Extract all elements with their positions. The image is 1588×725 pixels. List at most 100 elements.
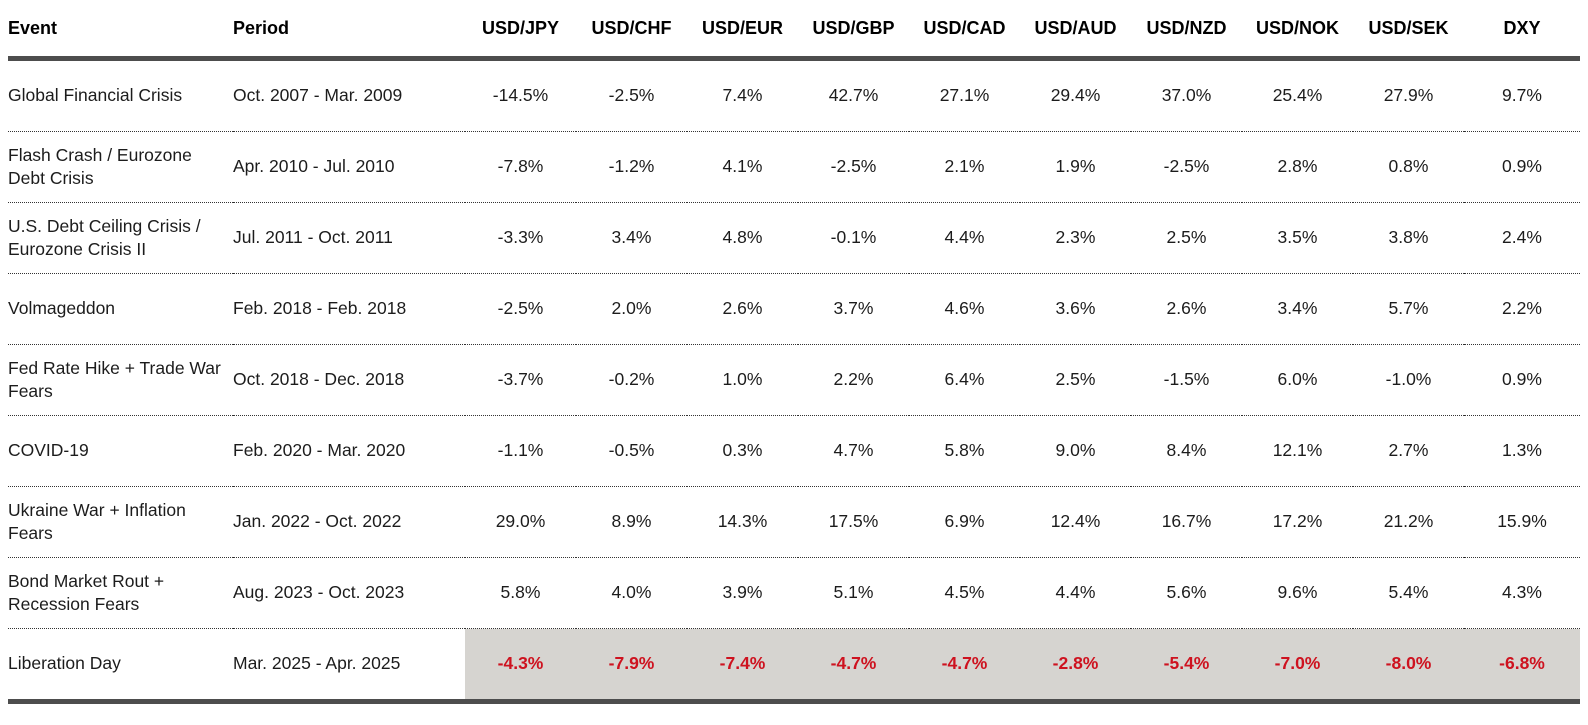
value-cell-usd-gbp: -0.1% [798, 202, 909, 274]
value-cell-usd-cad: 6.9% [909, 486, 1020, 558]
value-cell-usd-cad: 4.4% [909, 202, 1020, 274]
column-header-period: Period [233, 0, 465, 61]
value-cell-usd-nok: 17.2% [1242, 486, 1353, 558]
value-cell-usd-sek: 27.9% [1353, 58, 1464, 132]
event-cell: U.S. Debt Ceiling Crisis / Eurozone Cris… [8, 202, 233, 274]
value-cell-usd-sek: -1.0% [1353, 344, 1464, 416]
value-cell-usd-eur: 3.9% [687, 557, 798, 629]
value-cell-usd-nok: 25.4% [1242, 58, 1353, 132]
fx-crisis-table-container: Event Period USD/JPY USD/CHF USD/EUR USD/GBP U… [8, 0, 1580, 704]
value-cell-usd-nzd: -2.5% [1131, 131, 1242, 203]
value-cell-usd-nzd: 5.6% [1131, 557, 1242, 629]
value-cell-dxy: -6.8% [1464, 628, 1580, 704]
value-cell-dxy: 1.3% [1464, 415, 1580, 487]
value-cell-usd-jpy: -4.3% [465, 628, 576, 704]
value-cell-dxy: 0.9% [1464, 344, 1580, 416]
value-cell-usd-aud: 9.0% [1020, 415, 1131, 487]
value-cell-usd-sek: 5.4% [1353, 557, 1464, 629]
table-row-liberation-day: Liberation Day Mar. 2025 - Apr. 2025 -4.3%… [8, 628, 1580, 704]
value-cell-usd-sek: 21.2% [1353, 486, 1464, 558]
period-cell: Oct. 2007 - Mar. 2009 [233, 58, 465, 132]
value-cell-usd-jpy: 29.0% [465, 486, 576, 558]
value-cell-usd-nzd: 2.6% [1131, 273, 1242, 345]
column-header-usd-nok: USD/NOK [1242, 0, 1353, 61]
event-cell: Global Financial Crisis [8, 58, 233, 132]
value-cell-usd-nok: 6.0% [1242, 344, 1353, 416]
table-row-covid-19: COVID-19 Feb. 2020 - Mar. 2020 -1.1% -0.5% 0… [8, 415, 1580, 487]
value-cell-usd-cad: -4.7% [909, 628, 1020, 704]
table-row-fed-rate-hike-trade-war-fears: Fed Rate Hike + Trade War Fears Oct. 2018… [8, 344, 1580, 416]
value-cell-usd-chf: -7.9% [576, 628, 687, 704]
value-cell-usd-eur: 4.1% [687, 131, 798, 203]
period-cell: Feb. 2020 - Mar. 2020 [233, 415, 465, 487]
table-header-row: Event Period USD/JPY USD/CHF USD/EUR USD/GBP U… [8, 0, 1580, 61]
event-cell: COVID-19 [8, 415, 233, 487]
column-header-usd-cad: USD/CAD [909, 0, 1020, 61]
value-cell-usd-aud: -2.8% [1020, 628, 1131, 704]
value-cell-usd-cad: 6.4% [909, 344, 1020, 416]
column-header-event: Event [8, 0, 233, 61]
value-cell-usd-eur: 2.6% [687, 273, 798, 345]
value-cell-dxy: 4.3% [1464, 557, 1580, 629]
value-cell-usd-aud: 4.4% [1020, 557, 1131, 629]
table-row-bond-market-rout-recession-fears: Bond Market Rout + Recession Fears Aug. 2… [8, 557, 1580, 629]
value-cell-usd-cad: 4.5% [909, 557, 1020, 629]
value-cell-dxy: 9.7% [1464, 58, 1580, 132]
value-cell-usd-aud: 12.4% [1020, 486, 1131, 558]
value-cell-usd-aud: 29.4% [1020, 58, 1131, 132]
value-cell-usd-cad: 2.1% [909, 131, 1020, 203]
value-cell-usd-sek: 3.8% [1353, 202, 1464, 274]
value-cell-usd-gbp: 2.2% [798, 344, 909, 416]
value-cell-usd-chf: 8.9% [576, 486, 687, 558]
event-cell: Liberation Day [8, 628, 233, 704]
column-header-dxy: DXY [1464, 0, 1580, 61]
value-cell-usd-chf: -0.5% [576, 415, 687, 487]
value-cell-usd-aud: 2.3% [1020, 202, 1131, 274]
value-cell-usd-nok: -7.0% [1242, 628, 1353, 704]
period-cell: Feb. 2018 - Feb. 2018 [233, 273, 465, 345]
value-cell-usd-chf: 2.0% [576, 273, 687, 345]
event-cell: Volmageddon [8, 273, 233, 345]
value-cell-usd-sek: 5.7% [1353, 273, 1464, 345]
column-header-usd-sek: USD/SEK [1353, 0, 1464, 61]
column-header-usd-aud: USD/AUD [1020, 0, 1131, 61]
table-row-volmageddon: Volmageddon Feb. 2018 - Feb. 2018 -2.5% 2.0… [8, 273, 1580, 345]
value-cell-usd-gbp: -2.5% [798, 131, 909, 203]
column-header-usd-chf: USD/CHF [576, 0, 687, 61]
period-cell: Mar. 2025 - Apr. 2025 [233, 628, 465, 704]
value-cell-usd-sek: -8.0% [1353, 628, 1464, 704]
value-cell-usd-sek: 2.7% [1353, 415, 1464, 487]
value-cell-usd-gbp: 42.7% [798, 58, 909, 132]
event-cell: Fed Rate Hike + Trade War Fears [8, 344, 233, 416]
value-cell-usd-eur: 4.8% [687, 202, 798, 274]
value-cell-usd-nok: 3.4% [1242, 273, 1353, 345]
value-cell-usd-chf: -0.2% [576, 344, 687, 416]
value-cell-usd-eur: 7.4% [687, 58, 798, 132]
value-cell-usd-jpy: -2.5% [465, 273, 576, 345]
value-cell-usd-cad: 27.1% [909, 58, 1020, 132]
table-row-global-financial-crisis: Global Financial Crisis Oct. 2007 - Mar. … [8, 58, 1580, 132]
value-cell-usd-jpy: 5.8% [465, 557, 576, 629]
period-cell: Jul. 2011 - Oct. 2011 [233, 202, 465, 274]
value-cell-usd-jpy: -3.7% [465, 344, 576, 416]
column-header-usd-jpy: USD/JPY [465, 0, 576, 61]
value-cell-usd-sek: 0.8% [1353, 131, 1464, 203]
value-cell-usd-eur: 14.3% [687, 486, 798, 558]
event-cell: Bond Market Rout + Recession Fears [8, 557, 233, 629]
value-cell-usd-cad: 5.8% [909, 415, 1020, 487]
value-cell-usd-gbp: 5.1% [798, 557, 909, 629]
period-cell: Apr. 2010 - Jul. 2010 [233, 131, 465, 203]
event-cell: Ukraine War + Inflation Fears [8, 486, 233, 558]
value-cell-usd-jpy: -7.8% [465, 131, 576, 203]
value-cell-usd-nzd: -5.4% [1131, 628, 1242, 704]
period-cell: Aug. 2023 - Oct. 2023 [233, 557, 465, 629]
value-cell-usd-cad: 4.6% [909, 273, 1020, 345]
value-cell-usd-nok: 12.1% [1242, 415, 1353, 487]
period-cell: Oct. 2018 - Dec. 2018 [233, 344, 465, 416]
value-cell-usd-eur: 0.3% [687, 415, 798, 487]
value-cell-usd-gbp: 17.5% [798, 486, 909, 558]
value-cell-usd-nok: 2.8% [1242, 131, 1353, 203]
value-cell-usd-gbp: -4.7% [798, 628, 909, 704]
fx-crisis-performance-table: Event Period USD/JPY USD/CHF USD/EUR USD/GBP U… [8, 0, 1580, 704]
period-cell: Jan. 2022 - Oct. 2022 [233, 486, 465, 558]
